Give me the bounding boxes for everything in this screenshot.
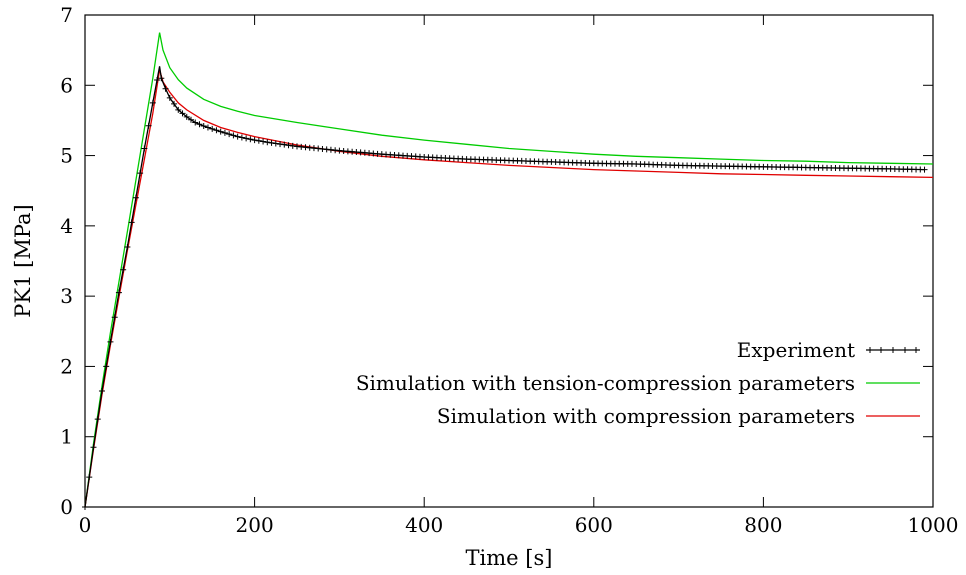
- data-point-marker: [272, 140, 279, 147]
- x-tick-label: 600: [575, 513, 613, 537]
- data-point-marker: [171, 100, 178, 107]
- series-line-0: [84, 66, 925, 508]
- data-point-marker: [251, 137, 258, 144]
- data-point-marker: [94, 416, 101, 423]
- series-layer: [82, 32, 934, 510]
- y-tick-label: 7: [60, 3, 73, 27]
- plot-frame: [84, 14, 934, 508]
- data-point-marker: [921, 166, 928, 173]
- data-point-marker: [128, 219, 135, 226]
- y-tick-label: 5: [60, 144, 73, 168]
- data-point-marker: [217, 128, 224, 135]
- x-tick-label: 400: [405, 513, 443, 537]
- data-point-marker: [264, 139, 271, 146]
- data-point-marker: [289, 142, 296, 149]
- data-point-marker: [137, 170, 144, 177]
- x-tick-label: 200: [236, 513, 274, 537]
- y-tick-label: 1: [60, 425, 73, 449]
- data-point-marker: [234, 133, 241, 140]
- data-point-marker: [188, 116, 194, 123]
- data-point-marker: [90, 444, 97, 451]
- data-point-marker: [158, 75, 165, 82]
- data-point-marker: [255, 137, 262, 144]
- data-point-marker: [107, 338, 114, 345]
- data-point-marker: [120, 266, 127, 273]
- data-point-marker: [162, 85, 169, 92]
- series-line-1: [84, 32, 934, 508]
- data-point-marker: [166, 94, 173, 101]
- x-axis-label: Time [s]: [466, 546, 553, 570]
- x-tick-label: 800: [744, 513, 782, 537]
- data-point-marker: [149, 99, 156, 106]
- data-point-marker: [213, 127, 220, 134]
- data-point-marker: [204, 124, 211, 131]
- legend-label-2: Simulation with compression parameters: [437, 404, 855, 428]
- data-point-marker: [103, 363, 110, 370]
- data-point-marker: [145, 122, 152, 129]
- series-line-2: [84, 69, 934, 508]
- data-point-marker: [86, 474, 93, 481]
- data-point-marker: [277, 141, 284, 148]
- legend-marker: [878, 347, 884, 353]
- data-point-marker: [281, 141, 288, 148]
- data-point-marker: [221, 129, 228, 136]
- legend-marker: [902, 347, 908, 353]
- legend-marker: [913, 347, 919, 353]
- data-point-marker: [209, 125, 216, 132]
- data-point-marker: [192, 119, 199, 126]
- y-tick-label: 6: [60, 73, 73, 97]
- legend-marker: [890, 347, 896, 353]
- data-point-marker: [226, 131, 233, 138]
- y-tick-label: 4: [60, 214, 73, 238]
- data-point-marker: [285, 142, 292, 149]
- data-point-marker: [154, 77, 161, 84]
- x-tick-label: 1000: [908, 513, 959, 537]
- data-point-marker: [175, 106, 182, 113]
- legend-marker: [867, 347, 873, 353]
- y-tick-label: 0: [60, 495, 73, 519]
- data-point-marker: [132, 194, 139, 201]
- data-point-marker: [196, 121, 203, 128]
- data-point-marker: [268, 139, 275, 146]
- legend-label-0: Experiment: [737, 338, 855, 362]
- data-point-marker: [238, 134, 245, 141]
- y-tick-label: 3: [60, 284, 73, 308]
- data-point-marker: [98, 388, 105, 395]
- data-point-marker: [179, 110, 186, 117]
- axis-ticks: 0 200 400 600 800 1000 0 1 2 3 4 5 6 7: [60, 3, 958, 537]
- legend: Experiment Simulation with tension-compre…: [356, 338, 920, 428]
- data-point-marker: [230, 132, 237, 139]
- data-point-marker: [141, 145, 148, 152]
- data-point-marker: [247, 136, 254, 143]
- data-point-marker: [111, 314, 118, 321]
- x-tick-label: 0: [79, 513, 92, 537]
- data-point-marker: [243, 135, 250, 142]
- legend-label-1: Simulation with tension-compression para…: [356, 371, 855, 395]
- data-point-marker: [200, 123, 207, 130]
- data-point-marker: [260, 138, 267, 145]
- y-axis-label: PK1 [MPa]: [11, 204, 35, 317]
- y-tick-label: 2: [60, 354, 73, 378]
- data-point-marker: [82, 504, 88, 510]
- data-point-marker: [183, 113, 190, 120]
- data-point-marker: [115, 289, 122, 296]
- data-point-marker: [124, 243, 131, 250]
